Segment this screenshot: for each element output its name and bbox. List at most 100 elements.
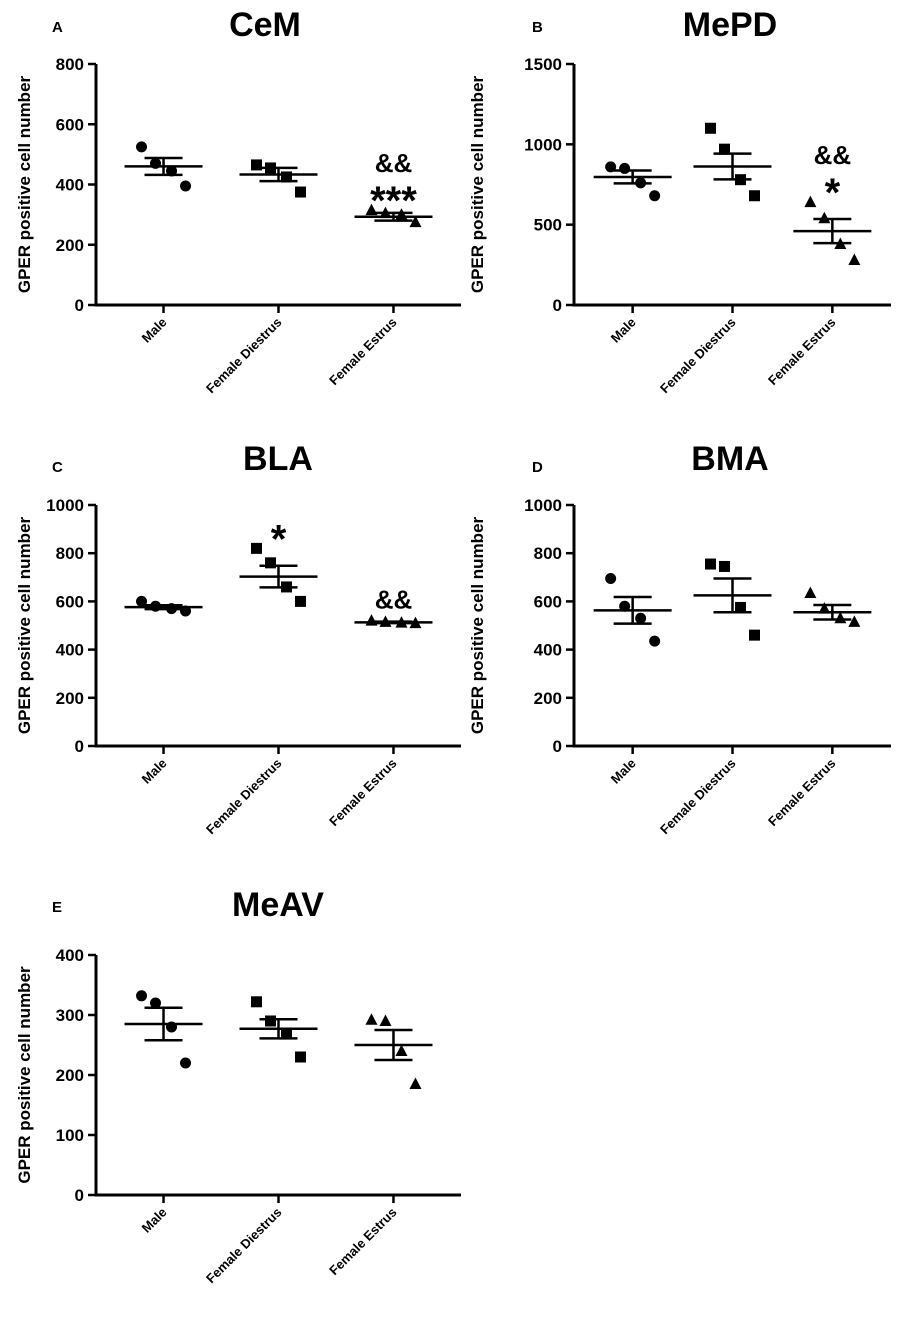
y-axis-label: GPER positive cell number: [15, 75, 34, 293]
y-tick-label: 800: [56, 55, 84, 74]
series-circle: [124, 141, 203, 192]
y-tick-label: 500: [534, 216, 562, 235]
data-point-circle: [635, 612, 647, 624]
data-point-square: [705, 558, 716, 570]
x-tick-label: Male: [139, 1205, 170, 1236]
x-tick-label: Male: [139, 315, 170, 346]
data-point-circle: [150, 997, 162, 1009]
y-tick-label: 0: [75, 737, 84, 756]
y-tick-label: 1000: [46, 496, 84, 515]
y-tick-label: 200: [56, 1066, 84, 1085]
data-point-triangle: [409, 1077, 422, 1089]
series-triangle: [793, 586, 872, 627]
x-tick-label: Male: [608, 315, 639, 346]
series-triangle: [354, 1013, 433, 1089]
y-axis-label: GPER positive cell number: [15, 966, 34, 1184]
y-tick-label: 400: [56, 176, 84, 195]
chart-panel-c: C BLA GPER positive cell number 0 200 400 600 8…: [15, 440, 461, 837]
series-circle: [124, 990, 203, 1069]
chart-title: BMA: [691, 440, 768, 478]
series-square: [239, 542, 318, 607]
significance-stars: ***: [370, 179, 417, 223]
series-square: [239, 996, 318, 1063]
y-tick-label: 800: [534, 544, 562, 563]
data-point-circle: [136, 990, 148, 1002]
data-point-circle: [136, 595, 148, 607]
panel-letter: E: [52, 899, 62, 916]
data-point-square: [735, 601, 746, 613]
series-circle: [593, 161, 672, 202]
y-tick-label: 300: [56, 1006, 84, 1025]
y-tick-label: 1000: [524, 496, 562, 515]
series-square: [239, 159, 318, 198]
data-point-square: [251, 996, 262, 1008]
x-tick-label: Female Estrus: [326, 315, 399, 388]
y-tick-label: 600: [56, 115, 84, 134]
y-tick-label: 0: [75, 1186, 84, 1205]
y-tick-label: 1500: [524, 55, 562, 74]
data-point-square: [265, 557, 276, 569]
y-axis-label: GPER positive cell number: [468, 75, 487, 293]
data-point-circle: [649, 190, 661, 202]
y-tick-label: 600: [534, 592, 562, 611]
data-point-triangle: [379, 1014, 392, 1026]
x-tick-label: Female Diestrus: [203, 756, 285, 838]
data-point-circle: [649, 635, 661, 647]
data-point-circle: [605, 573, 617, 585]
y-tick-label: 200: [56, 689, 84, 708]
x-tick-label: Female Estrus: [326, 1205, 399, 1278]
y-tick-label: 100: [56, 1126, 84, 1145]
y-tick-label: 200: [534, 689, 562, 708]
significance-stars: *: [271, 517, 287, 561]
panel-letter: D: [532, 459, 543, 476]
chart-title: BLA: [243, 440, 313, 478]
data-point-triangle: [804, 586, 817, 598]
y-axis-label: GPER positive cell number: [468, 516, 487, 734]
data-point-square: [719, 560, 730, 572]
data-point-square: [749, 190, 760, 202]
series-triangle: [354, 203, 433, 228]
y-tick-label: 0: [75, 296, 84, 315]
data-point-triangle: [409, 215, 422, 228]
series-circle: [124, 595, 203, 617]
x-tick-label: Female Diestrus: [657, 756, 739, 838]
data-point-circle: [180, 1057, 192, 1069]
data-point-triangle: [848, 253, 861, 266]
data-point-square: [295, 595, 306, 607]
data-point-square: [295, 186, 306, 198]
data-point-circle: [136, 141, 148, 153]
data-point-square: [281, 1027, 292, 1039]
data-point-square: [251, 542, 262, 554]
x-tick-label: Male: [139, 756, 170, 787]
significance-ampersands: &&: [375, 585, 413, 615]
data-point-triangle: [818, 602, 831, 614]
chart-title: MeAV: [232, 886, 324, 924]
data-point-circle: [180, 180, 192, 192]
x-tick-label: Female Estrus: [326, 756, 399, 829]
chart-title: CeM: [229, 6, 301, 44]
data-point-square: [251, 159, 262, 171]
data-point-square: [705, 122, 716, 134]
significance-ampersands: &&: [814, 140, 852, 170]
data-point-square: [265, 1015, 276, 1027]
y-tick-label: 0: [553, 737, 562, 756]
y-tick-label: 400: [56, 641, 84, 660]
series-triangle: [793, 195, 872, 266]
data-point-triangle: [804, 195, 817, 208]
data-point-triangle: [818, 211, 831, 224]
x-tick-label: Female Diestrus: [203, 315, 285, 397]
data-point-circle: [619, 600, 631, 612]
y-tick-label: 600: [56, 592, 84, 611]
data-point-triangle: [395, 1044, 408, 1056]
data-point-square: [719, 143, 730, 155]
y-tick-label: 800: [56, 544, 84, 563]
significance-stars: *: [825, 171, 841, 215]
panel-letter: C: [52, 459, 63, 476]
significance-ampersands: &&: [375, 148, 413, 178]
data-point-triangle: [848, 615, 861, 627]
x-tick-label: Male: [608, 756, 639, 787]
series-square: [693, 558, 772, 641]
data-point-square: [281, 171, 292, 183]
data-point-square: [295, 1051, 306, 1063]
